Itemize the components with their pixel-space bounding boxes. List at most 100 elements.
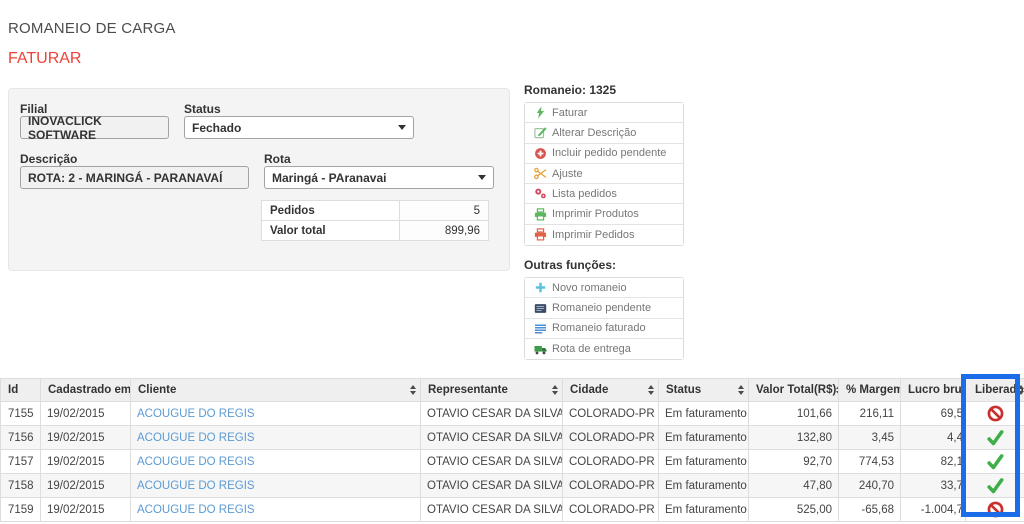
- filial-label: Filial: [20, 102, 48, 116]
- cell-cadastrado: 19/02/2015: [40, 449, 131, 474]
- cell-id: 7155: [0, 401, 41, 426]
- col-header-cliente[interactable]: Cliente: [130, 378, 421, 402]
- romaneio-faturado-button[interactable]: Romaneio faturado: [525, 318, 683, 339]
- blocked-icon: [987, 405, 1004, 422]
- cell-status: Em faturamento: [658, 401, 749, 426]
- cell-lucro-bruto: 69,5: [900, 401, 966, 426]
- col-header-id[interactable]: Id: [0, 378, 41, 402]
- rota-select-value: Maringá - PAranavai: [272, 170, 387, 185]
- cell-liberado: [965, 401, 1024, 426]
- pedidos-label: Pedidos: [261, 200, 400, 221]
- faturar-button[interactable]: Faturar: [525, 103, 683, 124]
- col-header-valor-total[interactable]: Valor Total(R$): [748, 378, 839, 402]
- cell-lucro-bruto: -1.004,7: [900, 497, 966, 522]
- descricao-label: Descrição: [20, 152, 78, 166]
- cell-cliente: ACOUGUE DO REGIS: [130, 497, 421, 522]
- romaneio-number: Romaneio: 1325: [524, 83, 617, 97]
- cell-status: Em faturamento: [658, 425, 749, 450]
- summary-table: Pedidos 5 Valor total 899,96: [261, 200, 489, 241]
- col-header-cidade[interactable]: Cidade: [562, 378, 659, 402]
- plus-icon: [534, 281, 547, 294]
- status-select-value: Fechado: [192, 120, 242, 135]
- client-link[interactable]: ACOUGUE DO REGIS: [137, 479, 255, 492]
- page-title: ROMANEIO DE CARGA: [8, 20, 176, 37]
- client-link[interactable]: ACOUGUE DO REGIS: [137, 455, 255, 468]
- button-label: Romaneio faturado: [552, 322, 646, 335]
- ajuste-button[interactable]: Ajuste: [525, 163, 683, 185]
- gears-icon: [534, 187, 547, 200]
- incluir-pedido-pendente-button[interactable]: Incluir pedido pendente: [525, 143, 683, 164]
- edit-icon: [534, 126, 547, 139]
- sort-icon[interactable]: [410, 385, 416, 395]
- cell-id: 7156: [0, 425, 41, 450]
- button-label: Romaneio pendente: [552, 302, 652, 315]
- cell-cliente: ACOUGUE DO REGIS: [130, 425, 421, 450]
- cell-status: Em faturamento: [658, 449, 749, 474]
- table-row: 7155 19/02/2015 ACOUGUE DO REGIS OTAVIO …: [0, 401, 1024, 426]
- status-label: Status: [184, 102, 221, 116]
- cell-margem: 3,45: [838, 425, 901, 450]
- cell-representante: OTAVIO CESAR DA SILVA: [420, 449, 563, 474]
- blocked-icon: [987, 501, 1004, 518]
- cell-cliente: ACOUGUE DO REGIS: [130, 401, 421, 426]
- romaneio-actions-list: Faturar Alterar Descrição Incluir pedido…: [524, 102, 684, 247]
- outras-funcoes-list: Novo romaneio Romaneio pendente Romaneio…: [524, 277, 684, 361]
- cell-liberado: [965, 449, 1024, 474]
- novo-romaneio-button[interactable]: Novo romaneio: [525, 278, 683, 299]
- list-dark-icon: [534, 302, 547, 315]
- actions-panel: Romaneio: 1325 Faturar Alterar Descrição…: [524, 83, 684, 372]
- col-header-lucro-bruto[interactable]: Lucro bruto: [900, 378, 966, 402]
- cell-cidade: COLORADO-PR: [562, 473, 659, 498]
- col-header-representante[interactable]: Representante: [420, 378, 563, 402]
- sort-icon[interactable]: [1017, 385, 1024, 395]
- cell-valor-total: 101,66: [748, 401, 839, 426]
- sort-icon[interactable]: [738, 385, 744, 395]
- imprimir-pedidos-button[interactable]: Imprimir Pedidos: [525, 224, 683, 246]
- sort-icon[interactable]: [648, 385, 654, 395]
- client-link[interactable]: ACOUGUE DO REGIS: [137, 503, 255, 516]
- lista-pedidos-button[interactable]: Lista pedidos: [525, 184, 683, 205]
- cell-cidade: COLORADO-PR: [562, 497, 659, 522]
- sort-icon[interactable]: [836, 385, 838, 395]
- cell-margem: 240,70: [838, 473, 901, 498]
- client-link[interactable]: ACOUGUE DO REGIS: [137, 431, 255, 444]
- button-label: Lista pedidos: [552, 187, 617, 200]
- cell-cadastrado: 19/02/2015: [40, 425, 131, 450]
- chevron-down-icon: [478, 175, 486, 180]
- cell-cadastrado: 19/02/2015: [40, 473, 131, 498]
- check-icon: [986, 477, 1004, 495]
- cell-lucro-bruto: 33,7: [900, 473, 966, 498]
- valor-total-value: 899,96: [399, 220, 489, 241]
- check-icon: [986, 453, 1004, 471]
- cell-representante: OTAVIO CESAR DA SILVA: [420, 425, 563, 450]
- col-header-liberado[interactable]: Liberado: [965, 378, 1024, 402]
- table-row: 7157 19/02/2015 ACOUGUE DO REGIS OTAVIO …: [0, 449, 1024, 474]
- rota-select[interactable]: Maringá - PAranavai: [264, 166, 494, 189]
- scissors-icon: [534, 167, 547, 180]
- rota-de-entrega-button[interactable]: Rota de entrega: [525, 338, 683, 360]
- col-header-cadastrado-em[interactable]: Cadastrado em: [40, 378, 131, 402]
- list-blue-icon: [534, 322, 547, 335]
- cell-status: Em faturamento: [658, 473, 749, 498]
- cell-liberado: [965, 473, 1024, 498]
- button-label: Faturar: [552, 106, 588, 119]
- cell-margem: -65,68: [838, 497, 901, 522]
- rota-label: Rota: [264, 152, 291, 166]
- sort-icon[interactable]: [552, 385, 558, 395]
- romaneio-pendente-button[interactable]: Romaneio pendente: [525, 298, 683, 319]
- col-header-status[interactable]: Status: [658, 378, 749, 402]
- button-label: Imprimir Pedidos: [552, 228, 635, 241]
- alterar-descricao-button[interactable]: Alterar Descrição: [525, 123, 683, 144]
- descricao-field[interactable]: ROTA: 2 - MARINGÁ - PARANAVAÍ: [20, 166, 249, 189]
- cell-valor-total: 47,80: [748, 473, 839, 498]
- status-select[interactable]: Fechado: [184, 116, 414, 139]
- cell-cadastrado: 19/02/2015: [40, 401, 131, 426]
- cell-cliente: ACOUGUE DO REGIS: [130, 473, 421, 498]
- button-label: Novo romaneio: [552, 281, 627, 294]
- filial-field[interactable]: INOVACLICK SOFTWARE: [20, 114, 169, 142]
- button-label: Rota de entrega: [552, 343, 631, 356]
- imprimir-produtos-button[interactable]: Imprimir Produtos: [525, 204, 683, 225]
- col-header-margem[interactable]: % Margem: [838, 378, 901, 402]
- cell-status: Em faturamento: [658, 497, 749, 522]
- client-link[interactable]: ACOUGUE DO REGIS: [137, 407, 255, 420]
